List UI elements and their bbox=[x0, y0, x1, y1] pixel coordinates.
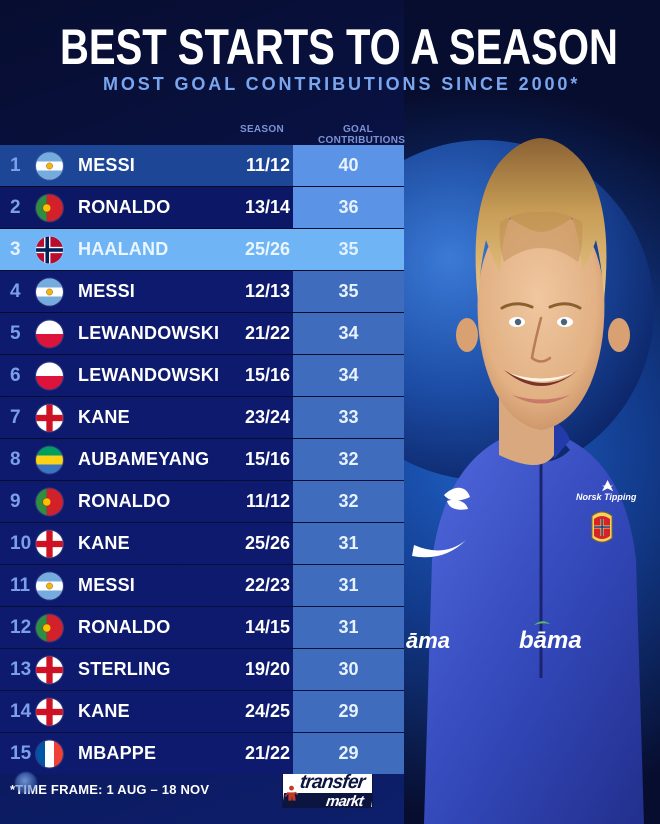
svg-text:Norsk Tipping: Norsk Tipping bbox=[576, 492, 637, 502]
svg-text:āma: āma bbox=[406, 628, 450, 653]
svg-text:bāma: bāma bbox=[519, 627, 582, 654]
